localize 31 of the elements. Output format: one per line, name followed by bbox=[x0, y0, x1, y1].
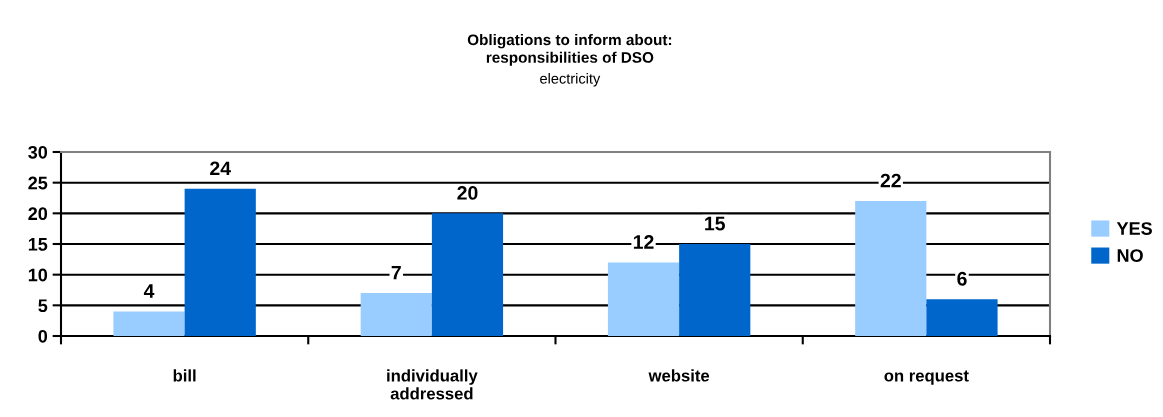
bar bbox=[855, 201, 927, 336]
bar bbox=[360, 293, 432, 336]
legend-label: NO bbox=[1117, 249, 1143, 262]
bar bbox=[113, 311, 185, 336]
y-tick-label: 15 bbox=[28, 238, 48, 251]
bar bbox=[607, 262, 680, 336]
y-tick-label: 30 bbox=[28, 145, 48, 159]
y-tick-label: 20 bbox=[28, 207, 48, 221]
y-tick-label: 5 bbox=[38, 299, 48, 313]
legend-label: YES bbox=[1116, 222, 1152, 235]
y-tick-label: 25 bbox=[28, 176, 48, 190]
data-label: 22 bbox=[880, 173, 901, 188]
x-tick-label: bill bbox=[173, 369, 196, 382]
data-label: 24 bbox=[210, 161, 231, 176]
y-tick-label: 0 bbox=[38, 329, 48, 343]
data-label: 15 bbox=[705, 216, 725, 231]
bar bbox=[679, 244, 751, 336]
y-tick-label: 10 bbox=[28, 268, 48, 282]
bar bbox=[926, 299, 998, 336]
data-label: 12 bbox=[633, 235, 654, 249]
data-label: 7 bbox=[391, 265, 401, 280]
data-label: 6 bbox=[957, 271, 967, 286]
chart-title: Obligations to inform about: responsibilities of DSO bbox=[467, 34, 672, 66]
x-tick-label: individually addressed bbox=[387, 369, 478, 400]
data-label: 4 bbox=[143, 284, 155, 298]
x-tick-label: on request bbox=[884, 370, 969, 385]
x-tick-label: website bbox=[648, 369, 710, 382]
bar bbox=[431, 213, 504, 336]
data-label: 20 bbox=[457, 186, 478, 200]
bar bbox=[184, 188, 256, 336]
chart-subtitle: electricity bbox=[540, 73, 601, 87]
